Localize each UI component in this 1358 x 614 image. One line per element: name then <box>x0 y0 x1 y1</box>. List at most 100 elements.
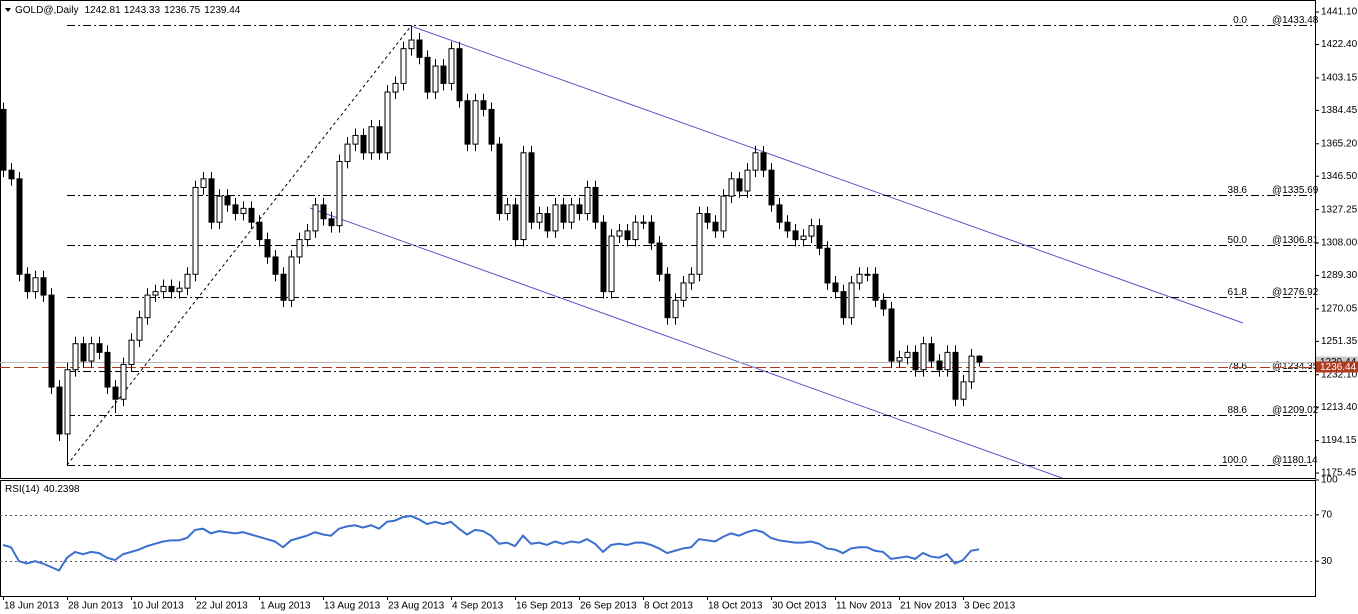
candle-body <box>968 355 975 383</box>
fib-ratio: 50.0 <box>1228 235 1248 246</box>
x-tick-label: 11 Nov 2013 <box>836 601 892 612</box>
candle-body <box>664 273 671 319</box>
y-tick-label: 30 <box>1321 556 1333 567</box>
fib-price: @1276.92 <box>1272 287 1319 298</box>
candle-body <box>536 213 543 223</box>
x-tick-label: 30 Oct 2013 <box>772 601 827 612</box>
candle-body <box>720 195 727 232</box>
candle-body <box>736 178 743 192</box>
candle-body <box>560 204 567 223</box>
candle-body <box>288 256 295 301</box>
candle-body <box>960 381 967 400</box>
x-tick-label: 4 Sep 2013 <box>452 601 504 612</box>
rsi-panel <box>0 480 1316 597</box>
candle-body <box>472 100 479 145</box>
candle-body <box>128 339 135 366</box>
fib-price: @1433.48 <box>1272 15 1319 26</box>
candle-body <box>800 235 807 241</box>
candle-body <box>728 178 735 197</box>
y-tick-label: 1308.00 <box>1321 238 1358 249</box>
y-tick-label: 1194.15 <box>1321 435 1357 446</box>
candle-body <box>696 213 703 275</box>
fib-ratio: 38.6 <box>1228 185 1248 196</box>
candle-body <box>872 273 879 301</box>
candle-body <box>160 285 167 293</box>
y-tick-label: 1327.25 <box>1321 204 1358 215</box>
candle-body <box>424 56 431 93</box>
rsi-line <box>2 514 980 572</box>
y-tick-label: 1270.05 <box>1321 304 1358 315</box>
candle-body <box>344 143 351 162</box>
candle-body <box>56 386 63 435</box>
x-tick-label: 10 Jul 2013 <box>132 601 184 612</box>
candle-body <box>416 39 423 58</box>
candle-body <box>952 351 959 400</box>
x-tick-label: 26 Sep 2013 <box>580 601 637 612</box>
candle-body <box>272 256 279 275</box>
high: 1243.33 <box>124 5 161 16</box>
candle-body <box>904 351 911 359</box>
x-tick-label: 22 Jul 2013 <box>196 601 248 612</box>
candle-body <box>88 343 95 362</box>
candle-body <box>840 291 847 319</box>
candle-body <box>40 277 47 296</box>
y-tick-label: 1346.50 <box>1321 171 1358 182</box>
candle-body <box>520 152 527 241</box>
candle-body <box>792 230 799 241</box>
symbol: GOLD@,Daily <box>15 5 79 16</box>
close: 1239.44 <box>204 5 241 16</box>
candle-body <box>144 294 151 319</box>
x-tick-label: 8 Oct 2013 <box>644 601 693 612</box>
candle-body <box>432 65 439 93</box>
y-tick-label: 1441.10 <box>1321 7 1358 18</box>
candle-body <box>744 169 751 192</box>
fib-ratio: 100.0 <box>1222 455 1247 466</box>
candle-body <box>648 221 655 244</box>
fib-price: @1234.35 <box>1272 361 1319 372</box>
candle-body <box>576 204 583 215</box>
candle-body <box>440 65 447 84</box>
fib-ratio: 0.0 <box>1233 15 1247 26</box>
fib-price: @1306.81 <box>1272 235 1319 246</box>
main-panel <box>0 0 1316 479</box>
candle-body <box>80 343 87 362</box>
candle-body <box>816 225 823 249</box>
y-tick-label: 1175.45 <box>1321 468 1357 479</box>
ref-label: 1236.44 <box>1320 362 1357 373</box>
candle-body <box>216 195 223 223</box>
candle-body <box>616 230 623 237</box>
candle-body <box>760 152 767 171</box>
candle-body <box>208 178 215 223</box>
candle-body <box>568 204 575 223</box>
candle-body <box>8 169 15 180</box>
candle-body <box>496 143 503 215</box>
open: 1242.81 <box>85 5 122 16</box>
candle-body <box>488 108 495 145</box>
candle-body <box>528 152 535 223</box>
candle-body <box>632 221 639 241</box>
candle-body <box>24 273 31 293</box>
y-tick-label: 70 <box>1321 509 1333 520</box>
candle-body <box>944 351 951 371</box>
candle-body <box>808 225 815 237</box>
candle-body <box>184 273 191 289</box>
candle-body <box>624 230 631 241</box>
candle-body <box>104 351 111 388</box>
candle-body <box>776 204 783 223</box>
candle-body <box>504 204 511 215</box>
candle-body <box>256 221 263 241</box>
candle-body <box>352 134 359 145</box>
candle-body <box>296 239 303 258</box>
candle-body <box>608 235 615 293</box>
candle-body <box>360 134 367 154</box>
candle-body <box>96 343 103 353</box>
candle-body <box>368 126 375 154</box>
fib-ratio: 88.6 <box>1228 405 1248 416</box>
candle-body <box>712 221 719 232</box>
x-tick-label: 21 Nov 2013 <box>900 601 957 612</box>
candle-body <box>192 187 199 275</box>
candle-body <box>336 160 343 227</box>
candle-body <box>448 48 455 84</box>
candle-body <box>832 282 839 293</box>
